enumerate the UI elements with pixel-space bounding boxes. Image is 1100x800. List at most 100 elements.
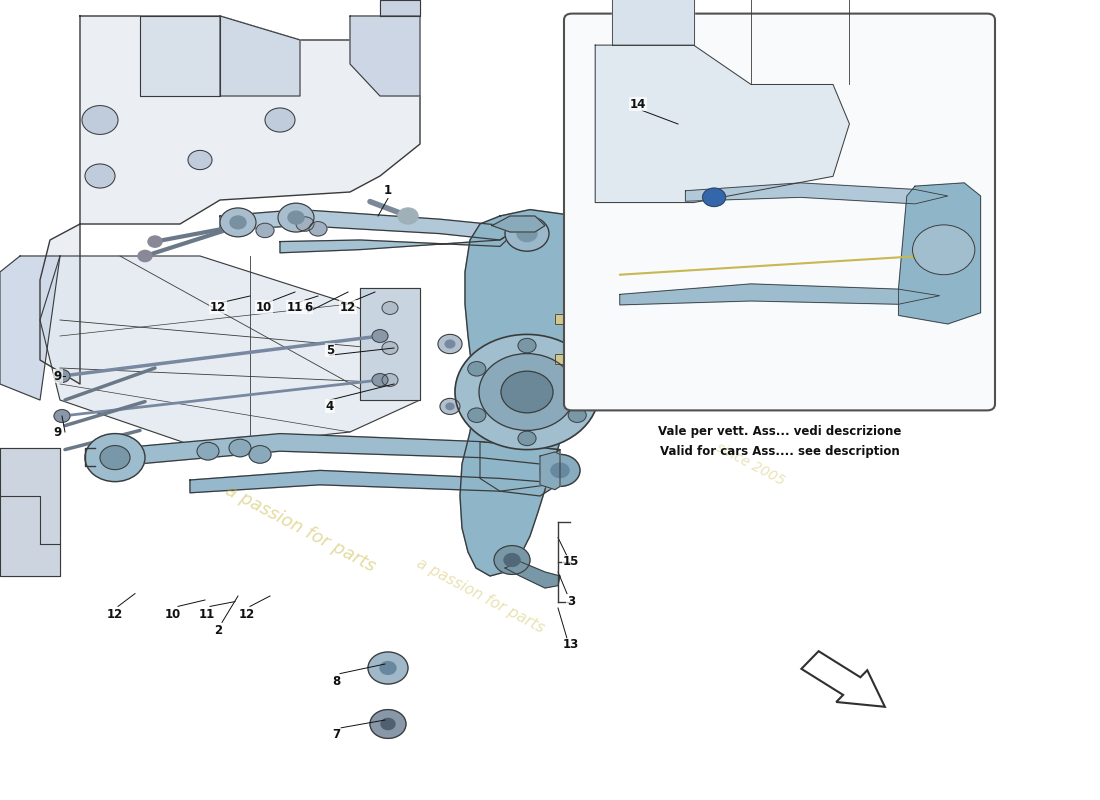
Polygon shape xyxy=(480,442,560,491)
Text: 13: 13 xyxy=(563,638,579,651)
Polygon shape xyxy=(140,16,220,96)
Polygon shape xyxy=(540,452,560,490)
Circle shape xyxy=(54,370,70,382)
Circle shape xyxy=(372,330,388,342)
Text: a passion for parts: a passion for parts xyxy=(414,556,547,636)
Circle shape xyxy=(517,226,537,242)
Polygon shape xyxy=(350,16,420,96)
Text: 14: 14 xyxy=(630,98,646,110)
Polygon shape xyxy=(379,0,420,16)
Text: 11: 11 xyxy=(199,608,216,621)
Circle shape xyxy=(82,106,118,134)
Circle shape xyxy=(446,340,454,348)
Text: 9: 9 xyxy=(54,370,62,382)
Circle shape xyxy=(398,208,418,224)
Circle shape xyxy=(504,554,520,566)
Circle shape xyxy=(500,371,553,413)
Text: since 2005: since 2005 xyxy=(713,440,786,488)
Circle shape xyxy=(518,338,536,353)
Text: 9: 9 xyxy=(54,426,62,438)
Bar xyxy=(556,314,580,324)
Text: 12: 12 xyxy=(210,301,227,314)
Text: a passion for parts: a passion for parts xyxy=(222,481,378,575)
Polygon shape xyxy=(0,256,60,400)
Circle shape xyxy=(230,216,246,229)
Circle shape xyxy=(188,150,212,170)
Text: 7: 7 xyxy=(332,728,340,741)
Circle shape xyxy=(249,446,271,463)
Circle shape xyxy=(138,250,152,262)
Text: Vale per vett. Ass... vedi descrizione: Vale per vett. Ass... vedi descrizione xyxy=(658,426,901,438)
Polygon shape xyxy=(595,45,849,202)
Circle shape xyxy=(379,662,396,674)
Circle shape xyxy=(309,222,327,236)
Polygon shape xyxy=(505,562,560,588)
FancyBboxPatch shape xyxy=(564,14,996,410)
Circle shape xyxy=(85,164,116,188)
Circle shape xyxy=(197,442,219,460)
Polygon shape xyxy=(120,434,560,466)
Circle shape xyxy=(540,454,580,486)
Circle shape xyxy=(440,398,460,414)
Text: 12: 12 xyxy=(340,301,356,314)
Polygon shape xyxy=(619,284,939,305)
Circle shape xyxy=(85,434,145,482)
Circle shape xyxy=(494,546,530,574)
Polygon shape xyxy=(360,288,420,400)
Circle shape xyxy=(296,217,314,231)
Text: 5: 5 xyxy=(326,344,334,357)
Circle shape xyxy=(703,188,726,206)
Text: 3: 3 xyxy=(566,595,575,608)
Circle shape xyxy=(100,446,130,470)
Text: 6: 6 xyxy=(304,301,312,314)
Bar xyxy=(556,354,580,364)
Circle shape xyxy=(256,223,274,238)
Circle shape xyxy=(913,225,975,274)
Polygon shape xyxy=(802,651,884,706)
Text: 4: 4 xyxy=(326,400,334,413)
Circle shape xyxy=(382,302,398,314)
Polygon shape xyxy=(492,216,544,232)
Circle shape xyxy=(468,408,486,422)
Polygon shape xyxy=(220,210,520,240)
Circle shape xyxy=(438,334,462,354)
Text: 10: 10 xyxy=(256,301,272,314)
Bar xyxy=(556,314,580,324)
Circle shape xyxy=(368,652,408,684)
Circle shape xyxy=(229,439,251,457)
Circle shape xyxy=(505,216,549,251)
Polygon shape xyxy=(899,183,980,324)
Circle shape xyxy=(455,334,600,450)
Text: 11: 11 xyxy=(287,301,304,314)
Polygon shape xyxy=(190,470,560,496)
Circle shape xyxy=(265,108,295,132)
Circle shape xyxy=(478,354,575,430)
Circle shape xyxy=(288,211,304,224)
Text: 12: 12 xyxy=(107,608,123,621)
Circle shape xyxy=(278,203,314,232)
Polygon shape xyxy=(0,448,60,576)
Text: Valid for cars Ass.... see description: Valid for cars Ass.... see description xyxy=(660,446,900,458)
Circle shape xyxy=(370,710,406,738)
Circle shape xyxy=(446,403,454,410)
Polygon shape xyxy=(280,227,520,253)
Circle shape xyxy=(372,374,388,386)
Polygon shape xyxy=(612,0,694,45)
Circle shape xyxy=(54,410,70,422)
Circle shape xyxy=(551,463,569,478)
Text: 15: 15 xyxy=(563,555,580,568)
Text: 2: 2 xyxy=(213,624,222,637)
Circle shape xyxy=(382,374,398,386)
Text: 8: 8 xyxy=(332,675,340,688)
Circle shape xyxy=(382,342,398,354)
Text: 1: 1 xyxy=(384,184,392,197)
Circle shape xyxy=(148,236,162,247)
Text: 12: 12 xyxy=(239,608,255,621)
Circle shape xyxy=(381,718,395,730)
Polygon shape xyxy=(40,256,420,448)
Circle shape xyxy=(468,362,486,376)
Circle shape xyxy=(220,208,256,237)
Polygon shape xyxy=(40,16,420,384)
Bar xyxy=(556,354,580,364)
Polygon shape xyxy=(220,16,300,96)
